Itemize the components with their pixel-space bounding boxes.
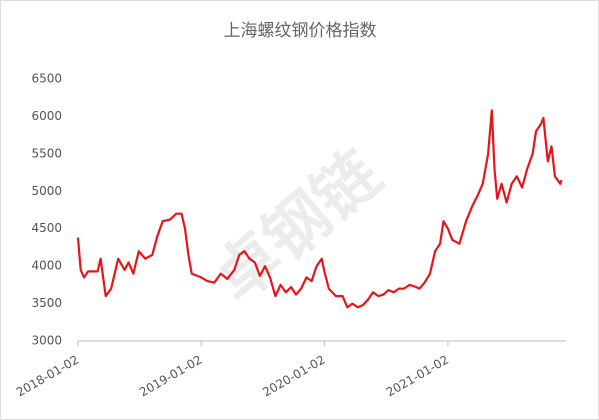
- price-line: [76, 109, 563, 309]
- y-tick-label: 5000: [31, 184, 62, 198]
- y-tick-label: 3500: [31, 296, 62, 310]
- y-tick-label: 4000: [31, 259, 62, 273]
- y-tick-label: 4500: [31, 221, 62, 235]
- y-tick-label: 6500: [31, 72, 62, 86]
- y-tick-label: 6000: [31, 109, 62, 123]
- y-tick-label: 3000: [31, 334, 62, 348]
- chart-title: 上海螺纹钢价格指数: [224, 21, 377, 41]
- y-tick-label: 5500: [31, 146, 62, 160]
